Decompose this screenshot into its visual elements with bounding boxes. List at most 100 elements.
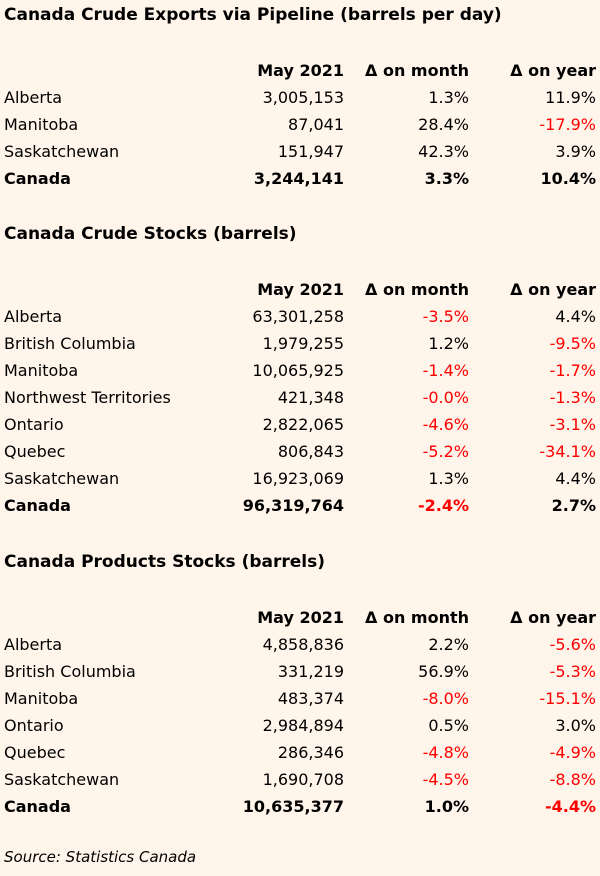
section-title-crude-exports: Canada Crude Exports via Pipeline (barre… [4,5,502,25]
table-row: Manitoba 483,374 -8.0% -15.1% [0,685,600,712]
region-name: Saskatchewan [4,770,120,789]
value-cell: 286,346 [277,743,344,762]
total-label: Canada [4,169,71,188]
year-change-cell: -1.3% [549,388,596,407]
year-change-cell: -4.9% [549,743,596,762]
table-row: Manitoba 87,041 28.4% -17.9% [0,111,600,138]
table-header: May 2021 Δ on month Δ on year [0,604,600,631]
value-cell: 151,947 [277,142,344,161]
table-row: Ontario 2,984,894 0.5% 3.0% [0,712,600,739]
value-cell: 3,005,153 [262,88,344,107]
table-row: British Columbia 331,219 56.9% -5.3% [0,658,600,685]
value-cell: 16,923,069 [252,469,344,488]
value-cell: 4,858,836 [262,635,344,654]
region-name: British Columbia [4,662,136,681]
total-year-change-cell: -4.4% [544,797,596,816]
value-cell: 10,065,925 [252,361,344,380]
month-change-cell: -4.8% [422,743,469,762]
total-label: Canada [4,797,71,816]
total-month-change-cell: 3.3% [424,169,469,188]
region-name: Manitoba [4,689,79,708]
year-change-cell: -9.5% [549,334,596,353]
region-name: British Columbia [4,334,136,353]
month-change-cell: 28.4% [418,115,469,134]
region-name: Ontario [4,716,64,735]
region-name: Manitoba [4,361,79,380]
column-header-month-change: Δ on month [365,280,469,299]
year-change-cell: -17.9% [539,115,596,134]
month-change-cell: -8.0% [422,689,469,708]
total-year-change-cell: 2.7% [551,496,596,515]
region-name: Saskatchewan [4,469,120,488]
total-label: Canada [4,496,71,515]
total-value-cell: 10,635,377 [242,797,344,816]
region-name: Alberta [4,307,63,326]
table-row: Quebec 286,346 -4.8% -4.9% [0,739,600,766]
total-row: Canada 3,244,141 3.3% 10.4% [0,165,600,192]
table-row: Saskatchewan 16,923,069 1.3% 4.4% [0,465,600,492]
value-cell: 1,979,255 [262,334,344,353]
year-change-cell: -5.3% [549,662,596,681]
month-change-cell: 1.3% [428,469,469,488]
year-change-cell: 11.9% [545,88,596,107]
value-cell: 2,984,894 [262,716,344,735]
year-change-cell: -5.6% [549,635,596,654]
value-cell: 421,348 [277,388,344,407]
column-header-month-change: Δ on month [365,61,469,80]
month-change-cell: -5.2% [422,442,469,461]
region-name: Alberta [4,88,63,107]
table-header: May 2021 Δ on month Δ on year [0,57,600,84]
region-name: Saskatchewan [4,142,120,161]
column-header-year-change: Δ on year [510,61,596,80]
table-row: Saskatchewan 1,690,708 -4.5% -8.8% [0,766,600,793]
section-title-crude-stocks: Canada Crude Stocks (barrels) [4,224,297,244]
value-cell: 63,301,258 [252,307,344,326]
column-header-value: May 2021 [257,61,344,80]
value-cell: 806,843 [277,442,344,461]
year-change-cell: 3.9% [555,142,596,161]
total-row: Canada 96,319,764 -2.4% 2.7% [0,492,600,519]
column-header-year-change: Δ on year [510,608,596,627]
value-cell: 2,822,065 [262,415,344,434]
value-cell: 87,041 [288,115,344,134]
value-cell: 1,690,708 [262,770,344,789]
column-header-value: May 2021 [257,280,344,299]
total-year-change-cell: 10.4% [540,169,596,188]
region-name: Alberta [4,635,63,654]
value-cell: 331,219 [277,662,344,681]
region-name: Quebec [4,442,66,461]
total-row: Canada 10,635,377 1.0% -4.4% [0,793,600,820]
column-header-value: May 2021 [257,608,344,627]
column-header-month-change: Δ on month [365,608,469,627]
month-change-cell: -4.6% [422,415,469,434]
table-row: Alberta 63,301,258 -3.5% 4.4% [0,303,600,330]
table-row: Alberta 3,005,153 1.3% 11.9% [0,84,600,111]
month-change-cell: -3.5% [422,307,469,326]
year-change-cell: -34.1% [539,442,596,461]
month-change-cell: -1.4% [422,361,469,380]
region-name: Northwest Territories [4,388,171,407]
year-change-cell: -3.1% [549,415,596,434]
total-value-cell: 96,319,764 [242,496,344,515]
year-change-cell: 4.4% [555,307,596,326]
month-change-cell: 1.3% [428,88,469,107]
total-month-change-cell: 1.0% [424,797,469,816]
month-change-cell: -4.5% [422,770,469,789]
region-name: Manitoba [4,115,79,134]
year-change-cell: -1.7% [549,361,596,380]
column-header-year-change: Δ on year [510,280,596,299]
table-row: Northwest Territories 421,348 -0.0% -1.3… [0,384,600,411]
total-month-change-cell: -2.4% [417,496,469,515]
year-change-cell: -15.1% [539,689,596,708]
year-change-cell: 3.0% [555,716,596,735]
table-row: Quebec 806,843 -5.2% -34.1% [0,438,600,465]
year-change-cell: 4.4% [555,469,596,488]
section-title-products-stocks: Canada Products Stocks (barrels) [4,552,326,572]
region-name: Quebec [4,743,66,762]
source-note: Source: Statistics Canada [4,848,197,866]
table-row: Alberta 4,858,836 2.2% -5.6% [0,631,600,658]
month-change-cell: 1.2% [428,334,469,353]
month-change-cell: 2.2% [428,635,469,654]
total-value-cell: 3,244,141 [253,169,344,188]
month-change-cell: -0.0% [422,388,469,407]
